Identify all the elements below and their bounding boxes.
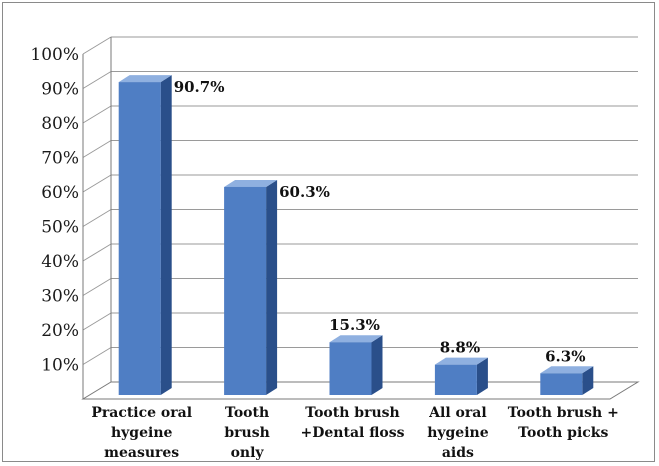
bar (224, 179, 278, 395)
x-category-label: Tooth brush only (224, 405, 269, 461)
bar-top (434, 357, 488, 365)
side-gridline (82, 140, 112, 158)
data-label: 8.8% (440, 339, 480, 357)
x-category-label: All oral hygeine aids (427, 405, 489, 461)
y-tick-label: 80% (41, 114, 79, 134)
data-label: 60.3% (279, 183, 330, 201)
x-category-label: Tooth brush +Dental floss (301, 405, 405, 441)
bar-front (434, 364, 477, 395)
bar-side (371, 335, 383, 395)
bar-top (540, 366, 594, 374)
x-axis-categories: Practice oral hygeine measures Tooth brush on… (91, 405, 618, 461)
bar-side (476, 357, 488, 395)
side-gridline (82, 174, 112, 193)
bar (540, 366, 594, 395)
bar-side (160, 75, 172, 396)
data-label: 15.3% (329, 316, 380, 334)
side-gridline (82, 243, 112, 262)
y-tick-label: 100% (30, 45, 79, 65)
bar-side (266, 179, 278, 395)
y-tick-label: 20% (41, 321, 79, 341)
x-category-label: Practice oral hygeine measures (91, 405, 192, 461)
bar (118, 75, 172, 396)
data-label: 90.7% (174, 78, 225, 96)
y-tick-label: 10% (41, 356, 79, 376)
bar (434, 357, 488, 395)
data-label: 6.3% (545, 347, 585, 365)
bars (118, 75, 594, 396)
bar-top (329, 335, 383, 343)
bar (329, 335, 383, 395)
y-axis-ticks: 10% 20% 30% 40% 50% 60% 70% 80% 90% 100% (30, 45, 79, 376)
y-tick-label: 30% (41, 287, 79, 307)
side-gridline (82, 312, 112, 331)
y-tick-label: 60% (41, 183, 79, 203)
side-gridline (82, 209, 112, 227)
y-tick-label: 40% (41, 252, 79, 272)
bar-front (224, 186, 267, 395)
side-gridline (82, 36, 112, 55)
bar-front (118, 82, 161, 396)
bar-front (329, 342, 372, 395)
y-tick-label: 70% (41, 149, 79, 169)
side-gridline (82, 71, 112, 89)
y-tick-label: 90% (41, 80, 79, 100)
bar-top (224, 179, 278, 187)
data-labels: 90.7% 60.3% 15.3% 8.8% 6.3% (174, 78, 586, 365)
y-tick-label: 50% (41, 218, 79, 238)
side-gridline (82, 278, 112, 296)
side-gridline (82, 105, 112, 124)
bar-top (118, 75, 172, 83)
bar-front (540, 373, 583, 395)
side-gridline (82, 347, 112, 365)
bar-side (582, 366, 594, 395)
x-category-label: Tooth brush + Tooth picks (508, 405, 619, 441)
